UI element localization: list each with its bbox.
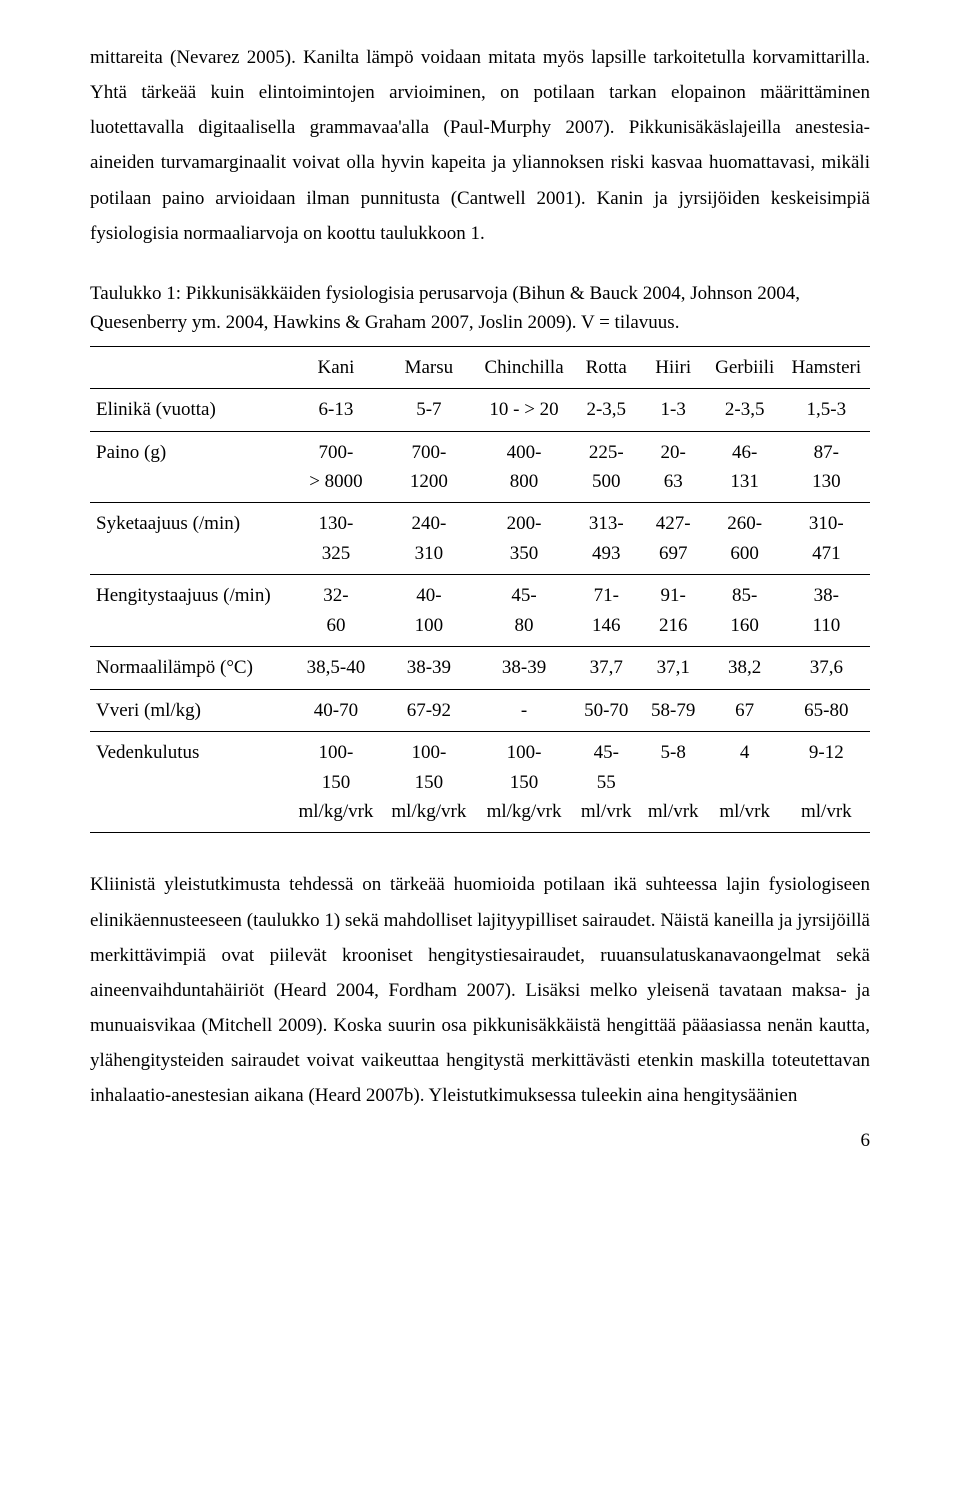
table-cell: 32- 60 [290, 575, 383, 647]
table-cell: 10 - > 20 [475, 389, 572, 431]
page-number: 6 [90, 1123, 870, 1158]
table-cell: 40-70 [290, 689, 383, 731]
table-row: Vveri (ml/kg)40-7067-92-50-7058-796765-8… [90, 689, 870, 731]
table-cell: 87- 130 [783, 431, 870, 503]
table-cell: 313- 493 [573, 503, 640, 575]
body-paragraph-2: Kliinistä yleistutkimusta tehdessä on tä… [90, 867, 870, 1113]
table-header-row: Kani Marsu Chinchilla Rotta Hiiri Gerbii… [90, 346, 870, 388]
table-cell: 20- 63 [640, 431, 707, 503]
table-cell: 700- 1200 [382, 431, 475, 503]
row-label: Paino (g) [90, 431, 290, 503]
table-cell: 67-92 [382, 689, 475, 731]
table-cell: 700- > 8000 [290, 431, 383, 503]
table-cell: 9-12 ml/vrk [783, 732, 870, 833]
table-body: Elinikä (vuotta)6-135-710 - > 202-3,51-3… [90, 389, 870, 833]
table-cell: 2-3,5 [707, 389, 783, 431]
table-caption: Taulukko 1: Pikkunisäkkäiden fysiologisi… [90, 279, 870, 338]
table-row: Normaalilämpö (°C)38,5-4038-3938-3937,73… [90, 647, 870, 689]
table-header-cell [90, 346, 290, 388]
table-cell: 37,7 [573, 647, 640, 689]
table-cell: 65-80 [783, 689, 870, 731]
table-cell: 67 [707, 689, 783, 731]
table-cell: 100- 150 ml/kg/vrk [475, 732, 572, 833]
row-label: Syketaajuus (/min) [90, 503, 290, 575]
table-header-cell: Marsu [382, 346, 475, 388]
table-header-cell: Rotta [573, 346, 640, 388]
row-label: Hengitystaajuus (/min) [90, 575, 290, 647]
table-cell: 45- 55 ml/vrk [573, 732, 640, 833]
table-cell: 130- 325 [290, 503, 383, 575]
table-cell: 6-13 [290, 389, 383, 431]
table-cell: 1-3 [640, 389, 707, 431]
table-cell: 2-3,5 [573, 389, 640, 431]
table-cell: 71- 146 [573, 575, 640, 647]
row-label: Vveri (ml/kg) [90, 689, 290, 731]
table-cell: 100- 150 ml/kg/vrk [290, 732, 383, 833]
table-cell: 5-8 ml/vrk [640, 732, 707, 833]
table-cell: 38- 110 [783, 575, 870, 647]
physiology-table: Kani Marsu Chinchilla Rotta Hiiri Gerbii… [90, 346, 870, 834]
table-cell: 50-70 [573, 689, 640, 731]
table-cell: 38,5-40 [290, 647, 383, 689]
table-cell: 400- 800 [475, 431, 572, 503]
table-cell: 85- 160 [707, 575, 783, 647]
table-cell: 310- 471 [783, 503, 870, 575]
table-cell: 4 ml/vrk [707, 732, 783, 833]
table-cell: 5-7 [382, 389, 475, 431]
table-cell: 200- 350 [475, 503, 572, 575]
table-cell: 37,6 [783, 647, 870, 689]
table-cell: 40- 100 [382, 575, 475, 647]
table-cell: 240- 310 [382, 503, 475, 575]
table-row: Syketaajuus (/min)130- 325240- 310200- 3… [90, 503, 870, 575]
table-cell: 100- 150 ml/kg/vrk [382, 732, 475, 833]
table-cell: - [475, 689, 572, 731]
row-label: Vedenkulutus [90, 732, 290, 833]
table-row: Paino (g)700- > 8000700- 1200400- 800225… [90, 431, 870, 503]
table-cell: 1,5-3 [783, 389, 870, 431]
row-label: Normaalilämpö (°C) [90, 647, 290, 689]
table-cell: 58-79 [640, 689, 707, 731]
table-cell: 38,2 [707, 647, 783, 689]
table-header-cell: Hamsteri [783, 346, 870, 388]
table-cell: 225- 500 [573, 431, 640, 503]
table-cell: 38-39 [475, 647, 572, 689]
table-header-cell: Chinchilla [475, 346, 572, 388]
table-header-cell: Gerbiili [707, 346, 783, 388]
table-row: Vedenkulutus100- 150 ml/kg/vrk100- 150 m… [90, 732, 870, 833]
row-label: Elinikä (vuotta) [90, 389, 290, 431]
table-cell: 38-39 [382, 647, 475, 689]
body-paragraph-1: mittareita (Nevarez 2005). Kanilta lämpö… [90, 40, 870, 251]
table-row: Elinikä (vuotta)6-135-710 - > 202-3,51-3… [90, 389, 870, 431]
table-cell: 45- 80 [475, 575, 572, 647]
table-cell: 260- 600 [707, 503, 783, 575]
table-header-cell: Kani [290, 346, 383, 388]
table-cell: 37,1 [640, 647, 707, 689]
table-row: Hengitystaajuus (/min)32- 6040- 10045- 8… [90, 575, 870, 647]
table-cell: 91- 216 [640, 575, 707, 647]
table-cell: 46- 131 [707, 431, 783, 503]
table-header-cell: Hiiri [640, 346, 707, 388]
table-cell: 427- 697 [640, 503, 707, 575]
